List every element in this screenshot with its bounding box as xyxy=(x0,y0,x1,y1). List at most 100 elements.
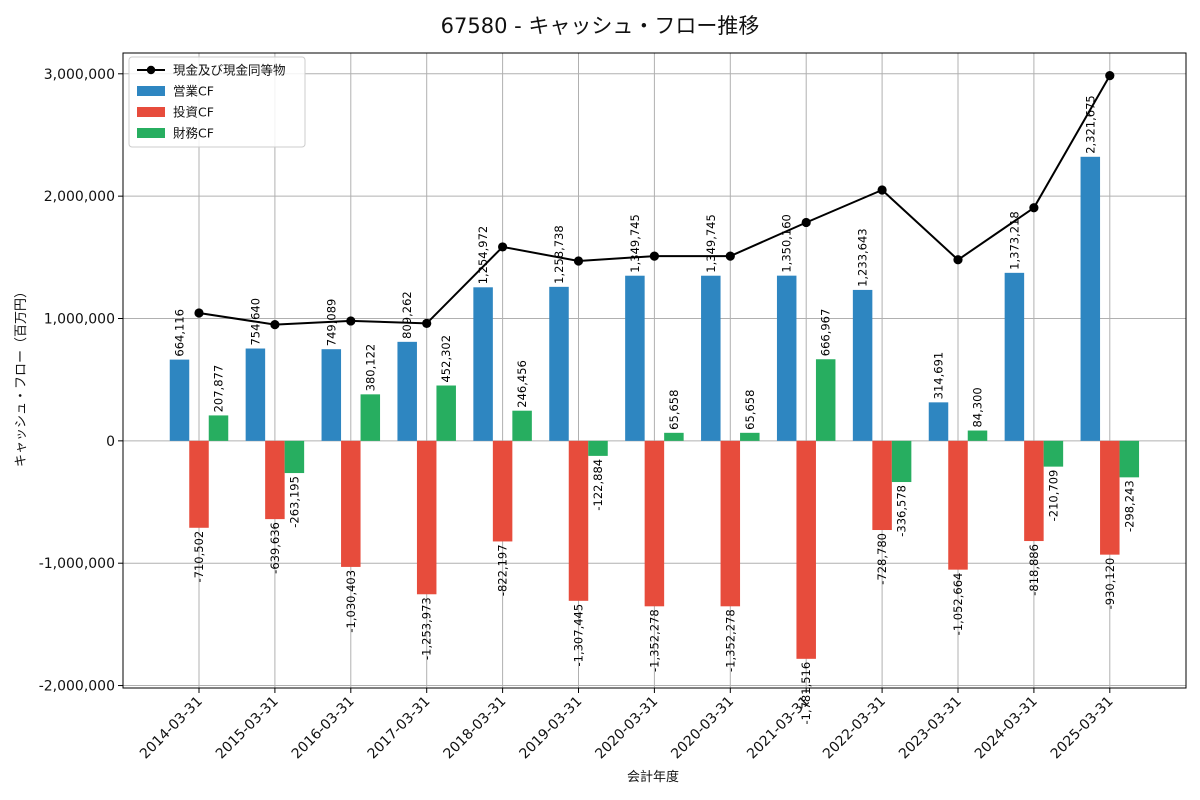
operating-cf-bar xyxy=(169,359,190,441)
legend-label: 財務CF xyxy=(173,126,214,141)
cash-point xyxy=(953,255,963,265)
chart-title: 67580 - キャッシュ・フロー推移 xyxy=(441,14,760,38)
operating-cf-data-label: 2,321,675 xyxy=(1083,95,1097,154)
financing-cf-data-label: 246,456 xyxy=(515,360,529,408)
investing-cf-bar xyxy=(796,440,816,659)
legend-bar-swatch xyxy=(137,128,165,138)
legend-bar-swatch xyxy=(137,86,165,96)
cash-point xyxy=(422,318,432,328)
financing-cf-data-label: -210,709 xyxy=(1046,470,1060,522)
operating-cf-data-label: 1,350,160 xyxy=(780,214,794,273)
investing-cf-bar xyxy=(720,440,741,607)
cash-point xyxy=(801,217,811,228)
investing-cf-data-label: -1,253,973 xyxy=(420,597,434,660)
x-tick-label: 2023-03-31 xyxy=(896,694,965,763)
financing-cf-data-label: -122,884 xyxy=(591,459,605,511)
operating-cf-data-label: 749,089 xyxy=(324,299,338,347)
cash-point xyxy=(1105,71,1115,81)
investing-cf-bar xyxy=(948,440,968,570)
x-tick-label: 2015-03-31 xyxy=(213,694,282,763)
operating-cf-bar xyxy=(852,289,873,441)
operating-cf-bar xyxy=(1004,272,1025,441)
investing-cf-bar xyxy=(265,440,285,520)
y-tick-label: 1,000,000 xyxy=(44,312,115,328)
financing-cf-data-label: 207,877 xyxy=(212,365,226,413)
operating-cf-bar xyxy=(397,341,417,441)
y-tick-label: -2,000,000 xyxy=(39,679,115,695)
operating-cf-bar xyxy=(928,402,949,441)
y-tick-label: 0 xyxy=(106,434,115,450)
investing-cf-data-label: -728,780 xyxy=(875,533,889,585)
operating-cf-data-label: 754,640 xyxy=(248,298,262,346)
financing-cf-bar xyxy=(208,415,229,441)
operating-cf-data-label: 1,349,745 xyxy=(704,214,718,273)
x-tick-label: 2014-03-31 xyxy=(137,694,206,763)
cash-point xyxy=(877,185,887,195)
x-tick-label: 2024-03-31 xyxy=(972,694,1041,763)
x-tick-label: 2020-03-31 xyxy=(668,694,737,763)
cash-point xyxy=(194,308,204,318)
operating-cf-data-label: 809,262 xyxy=(400,291,414,339)
y-tick-label: 2,000,000 xyxy=(44,189,115,205)
investing-cf-data-label: -822,197 xyxy=(496,544,510,596)
operating-cf-bar xyxy=(245,348,266,441)
financing-cf-data-label: 65,658 xyxy=(743,390,757,430)
investing-cf-bar xyxy=(872,440,892,531)
operating-cf-bar xyxy=(776,275,797,441)
cash-point xyxy=(725,251,735,261)
financing-cf-data-label: -263,195 xyxy=(287,476,301,528)
operating-cf-data-label: 1,349,745 xyxy=(628,214,642,273)
y-tick-label: -1,000,000 xyxy=(39,556,115,572)
legend-bar-swatch xyxy=(137,107,165,117)
financing-cf-bar xyxy=(512,410,532,441)
investing-cf-bar xyxy=(644,440,665,607)
investing-cf-data-label: -930,120 xyxy=(1103,558,1117,610)
investing-cf-data-label: -710,502 xyxy=(192,531,206,583)
legend-label: 現金及び現金同等物 xyxy=(173,63,286,78)
x-tick-label: 2021-03-31 xyxy=(744,694,813,763)
legend-box xyxy=(128,56,306,148)
x-axis-label: 会計年度 xyxy=(627,769,679,785)
operating-cf-data-label: 314,691 xyxy=(932,352,946,400)
investing-cf-bar xyxy=(568,440,589,601)
cash-point xyxy=(649,251,660,261)
investing-cf-bar xyxy=(1024,440,1044,542)
financing-cf-bar xyxy=(284,440,305,474)
investing-cf-data-label: -1,052,664 xyxy=(951,573,965,636)
investing-cf-bar xyxy=(416,440,437,595)
investing-cf-data-label: -1,307,445 xyxy=(572,604,586,667)
investing-cf-data-label: -1,781,516 xyxy=(799,662,813,725)
operating-cf-bar xyxy=(625,275,645,441)
x-tick-label: 2020-03-31 xyxy=(592,694,661,763)
financing-cf-data-label: 84,300 xyxy=(971,387,985,427)
operating-cf-data-label: 1,373,218 xyxy=(1007,211,1021,270)
operating-cf-data-label: 1,254,972 xyxy=(476,226,490,285)
financing-cf-data-label: 380,122 xyxy=(363,344,377,392)
cash-point xyxy=(498,242,508,252)
financing-cf-bar xyxy=(967,430,988,441)
operating-cf-bar xyxy=(473,287,493,441)
financing-cf-data-label: 65,658 xyxy=(667,390,681,430)
financing-cf-data-label: 452,302 xyxy=(439,335,453,383)
operating-cf-bar xyxy=(321,349,342,441)
investing-cf-data-label: -1,352,278 xyxy=(647,609,661,672)
x-tick-label: 2019-03-31 xyxy=(516,694,585,763)
x-tick-label: 2018-03-31 xyxy=(441,694,510,763)
investing-cf-bar xyxy=(492,440,513,542)
y-axis-label: キャッシュ・フロー（百万円） xyxy=(14,285,29,467)
financing-cf-data-label: -298,243 xyxy=(1122,480,1136,532)
investing-cf-data-label: -639,636 xyxy=(268,522,282,574)
operating-cf-bar xyxy=(1080,156,1101,441)
financing-cf-bar xyxy=(1119,440,1140,478)
x-tick-label: 2025-03-31 xyxy=(1048,694,1117,763)
investing-cf-bar xyxy=(1100,440,1120,555)
operating-cf-data-label: 664,116 xyxy=(173,309,187,357)
investing-cf-data-label: -1,352,278 xyxy=(723,609,737,672)
financing-cf-bar xyxy=(664,432,684,441)
y-tick-label: 3,000,000 xyxy=(44,67,115,83)
operating-cf-bar xyxy=(549,286,569,441)
financing-cf-bar xyxy=(891,440,912,483)
x-tick-label: 2016-03-31 xyxy=(289,694,358,763)
financing-cf-bar xyxy=(588,440,608,456)
